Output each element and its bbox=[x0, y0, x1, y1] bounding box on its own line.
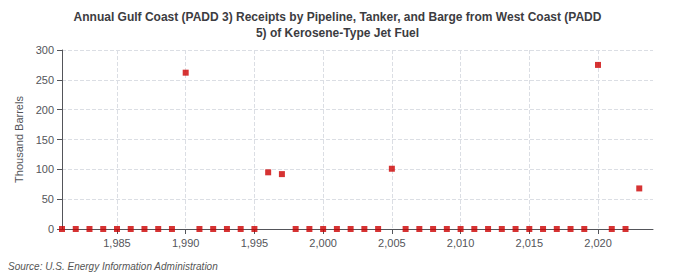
svg-text:2,005: 2,005 bbox=[378, 237, 406, 249]
svg-text:Annual Gulf Coast (PADD 3) Rec: Annual Gulf Coast (PADD 3) Receipts by P… bbox=[74, 10, 602, 24]
svg-text:2,000: 2,000 bbox=[309, 237, 337, 249]
svg-text:1,985: 1,985 bbox=[103, 237, 131, 249]
svg-text:2,020: 2,020 bbox=[584, 237, 612, 249]
svg-text:0: 0 bbox=[48, 223, 54, 235]
svg-text:2,015: 2,015 bbox=[516, 237, 544, 249]
svg-text:5) of Kerosene-Type Jet Fuel: 5) of Kerosene-Type Jet Fuel bbox=[256, 26, 419, 40]
svg-text:150: 150 bbox=[36, 134, 54, 146]
svg-text:1,990: 1,990 bbox=[172, 237, 200, 249]
svg-text:200: 200 bbox=[36, 104, 54, 116]
svg-text:250: 250 bbox=[36, 74, 54, 86]
svg-text:1,995: 1,995 bbox=[241, 237, 269, 249]
svg-text:300: 300 bbox=[36, 44, 54, 56]
svg-text:Source: U.S. Energy Informatio: Source: U.S. Energy Information Administ… bbox=[8, 261, 218, 272]
svg-text:2,010: 2,010 bbox=[447, 237, 475, 249]
svg-text:Thousand Barrels: Thousand Barrels bbox=[13, 96, 25, 183]
svg-text:50: 50 bbox=[42, 193, 54, 205]
svg-text:100: 100 bbox=[36, 163, 54, 175]
